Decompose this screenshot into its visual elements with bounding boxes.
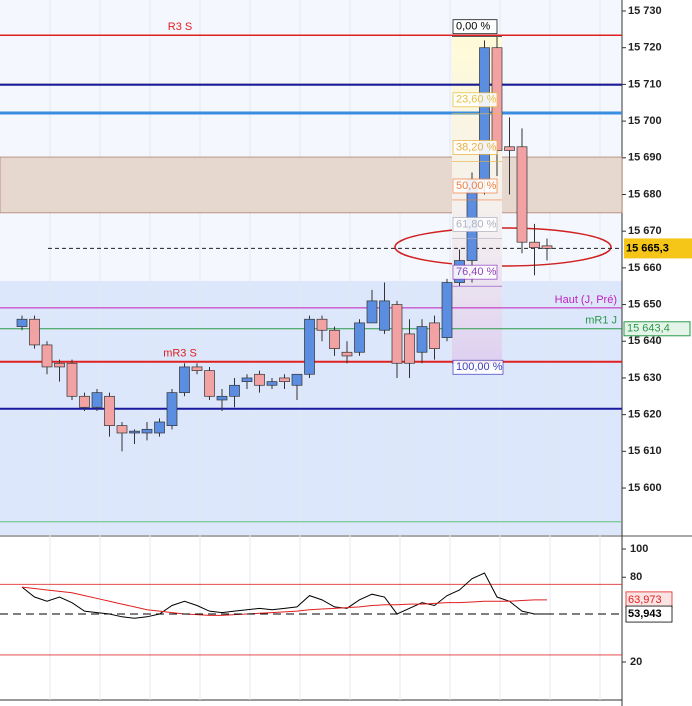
candle-body — [254, 373, 265, 386]
candle-body — [404, 333, 415, 364]
candle-body — [229, 384, 240, 397]
y-tick-label: 15 610 — [628, 445, 662, 457]
fibonacci-label: 76,40 % — [456, 266, 497, 278]
osc-line — [21, 586, 547, 616]
fibonacci-label: 23,60 % — [456, 94, 497, 106]
level-tag-label: 15 643,4 — [627, 323, 670, 335]
y-tick-label: 15 630 — [628, 372, 662, 384]
candle-body — [416, 326, 428, 353]
candle-body — [391, 304, 403, 364]
candle-body — [279, 377, 290, 382]
y-tick-label: 15 600 — [628, 482, 662, 494]
level-label: mR1 J — [585, 315, 617, 327]
y-tick-label: 15 690 — [628, 152, 662, 164]
level-label: R3 S — [168, 21, 192, 33]
candle-body — [541, 245, 553, 249]
oscillator-background — [0, 537, 622, 700]
candle-body — [329, 329, 340, 349]
candle-body — [266, 381, 278, 386]
candle-body — [54, 362, 65, 368]
current-price-tag — [624, 238, 692, 259]
candle-body — [304, 318, 315, 375]
fibonacci-label-box — [452, 178, 498, 194]
candle-body — [354, 322, 365, 353]
y-tick-label: 15 730 — [628, 5, 662, 17]
candle-body — [129, 430, 140, 434]
zone — [0, 156, 623, 214]
candle-body — [41, 344, 53, 368]
candle-body — [16, 318, 28, 327]
fibonacci-label-box — [452, 359, 504, 375]
fibonacci-label: 0,00 % — [456, 21, 490, 33]
candle-body — [191, 366, 203, 371]
candle-body — [441, 282, 453, 338]
fibonacci-label-box — [452, 217, 498, 232]
y-tick-label: 15 660 — [628, 262, 662, 274]
fibonacci-label: 100,00 % — [456, 361, 503, 373]
fibonacci-label-box — [452, 19, 498, 35]
fibonacci-label-box — [452, 92, 498, 108]
fibonacci-label: 50,00 % — [456, 180, 497, 192]
candle-body — [166, 392, 178, 427]
candle-body — [104, 395, 115, 427]
candle-body — [529, 241, 540, 249]
candle-body — [316, 318, 328, 331]
fibonacci-label: 61,80 % — [456, 218, 497, 230]
level-tag — [623, 321, 691, 337]
y-tick-label: 15 670 — [628, 225, 662, 237]
y-tick-label: 15 680 — [628, 188, 662, 200]
level-label: Haut (J, Pré) — [555, 294, 617, 306]
osc-y-tick-label: 20 — [630, 656, 642, 668]
fibonacci-label: 38,20 % — [456, 141, 497, 153]
candle-body — [79, 395, 90, 408]
y-tick-label: 15 720 — [628, 42, 662, 54]
y-tick-label: 15 700 — [628, 115, 662, 127]
candle-body — [379, 300, 390, 331]
y-tick-label: 15 620 — [628, 409, 662, 421]
candle-body — [154, 421, 165, 434]
candle-body — [366, 300, 378, 324]
candle-body — [204, 370, 215, 397]
osc-y-tick-label: 100 — [630, 543, 648, 555]
osc-tag-label: 53,943 — [628, 608, 662, 620]
candle-body — [216, 395, 228, 401]
annotation-ellipse — [394, 227, 612, 267]
fibonacci-label-box — [452, 140, 498, 155]
y-tick-label: 15 640 — [628, 335, 662, 347]
background-top — [0, 0, 622, 281]
candle-body — [179, 366, 190, 393]
current-price-label: 15 665,3 — [626, 242, 669, 254]
candle-body — [341, 351, 353, 357]
osc-tag-label: 63,973 — [628, 594, 662, 606]
osc-tag — [625, 605, 673, 623]
y-tick-label: 15 650 — [628, 298, 662, 310]
candle-body — [116, 425, 128, 434]
candle-body — [141, 428, 153, 434]
candle-body — [504, 146, 515, 151]
level-label: mR3 S — [163, 348, 197, 360]
candle-body — [29, 318, 40, 346]
candle-body — [429, 322, 440, 349]
osc-y-tick-label: 80 — [630, 571, 642, 583]
candle-body — [91, 392, 103, 408]
candle-body — [291, 373, 303, 386]
fibonacci-label-box — [452, 264, 498, 280]
candle-body — [241, 377, 253, 382]
candle-body — [66, 362, 78, 397]
y-tick-label: 15 710 — [628, 78, 662, 90]
candle-body — [516, 146, 528, 243]
